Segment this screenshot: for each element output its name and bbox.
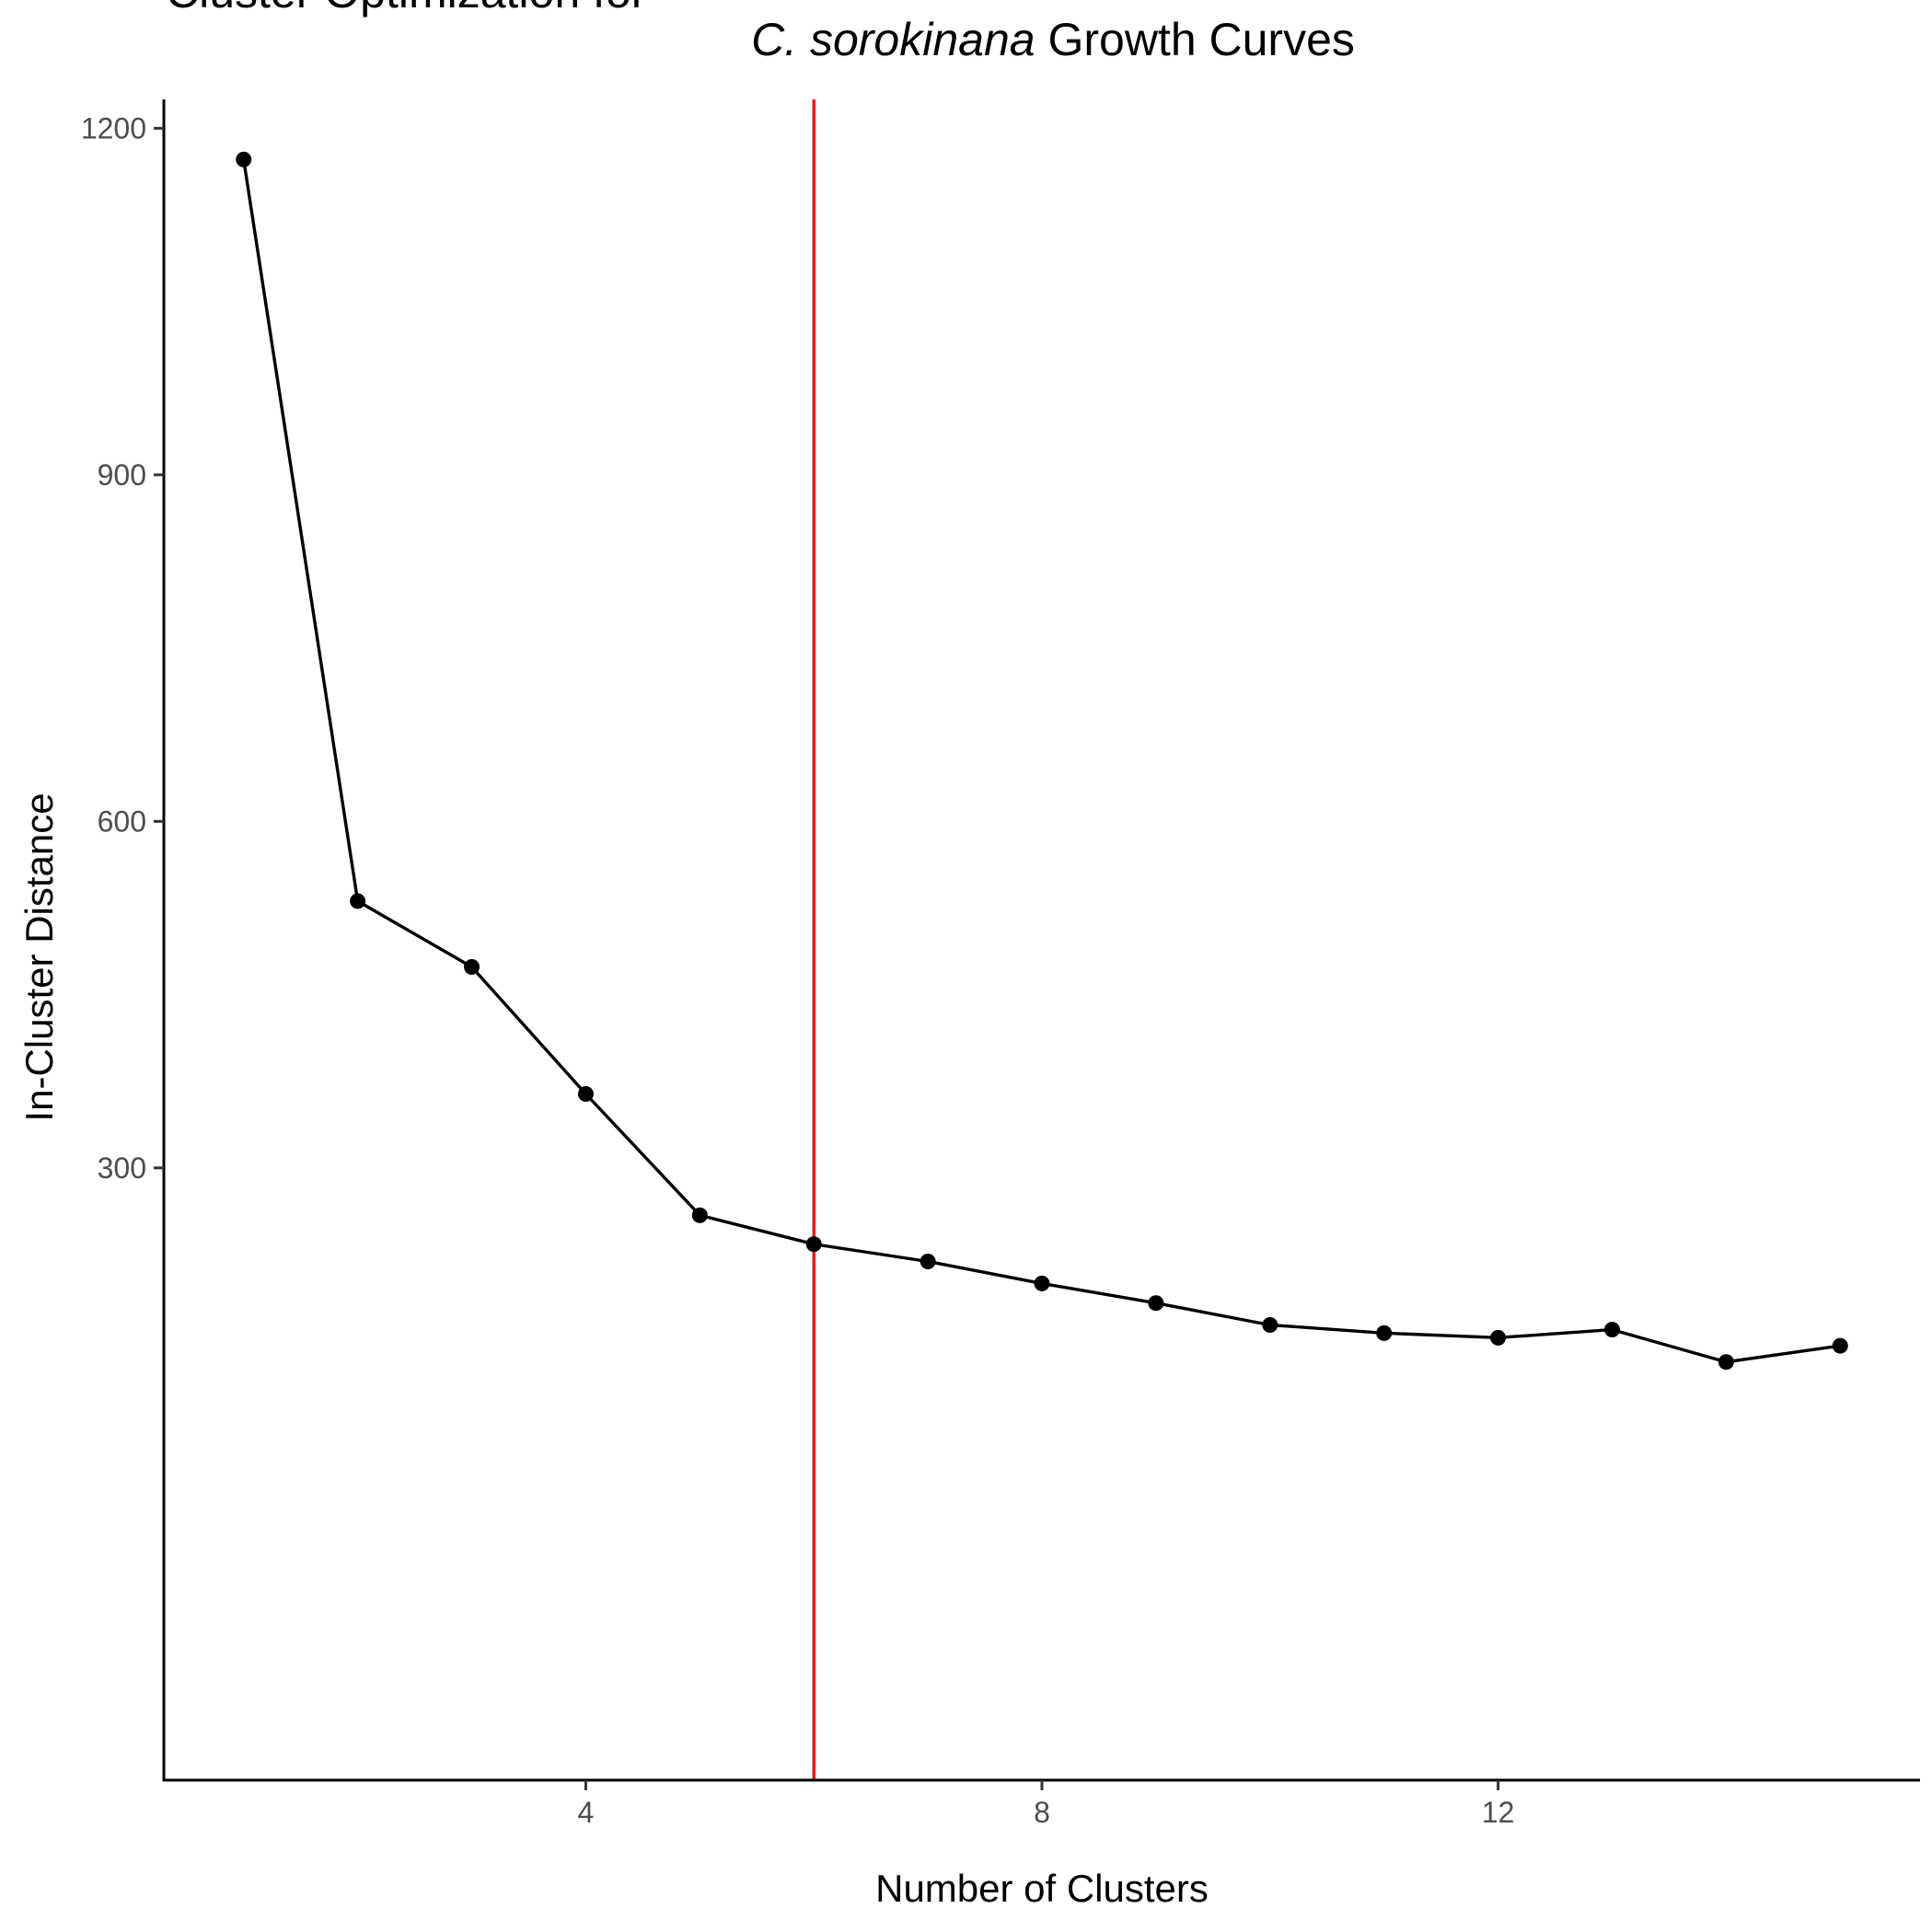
x-tick-label: 8: [1034, 1796, 1050, 1829]
y-tick-label: 300: [98, 1151, 146, 1185]
y-tick-label: 600: [98, 804, 146, 838]
chart-title-line-1: Cluster Optimization for: [166, 0, 646, 17]
data-point-1: [236, 151, 252, 168]
data-point-11: [1376, 1325, 1393, 1341]
data-point-10: [1262, 1317, 1278, 1334]
data-point-2: [350, 893, 366, 909]
y-tick-label: 1200: [81, 111, 146, 145]
chart-title-species: C. sorokinana: [751, 14, 1035, 65]
plot-area: [236, 99, 1848, 1780]
y-tick-label: 900: [98, 458, 146, 492]
y-axis-title: In-Cluster Distance: [17, 792, 61, 1121]
x-tick-label: 4: [578, 1796, 595, 1829]
data-point-3: [464, 958, 480, 975]
data-point-12: [1490, 1329, 1507, 1346]
data-point-14: [1718, 1354, 1734, 1371]
axes: 4 8 12 300 600 900 1200: [81, 99, 1920, 1829]
data-point-6: [805, 1236, 822, 1253]
data-point-7: [920, 1254, 936, 1270]
data-point-15: [1832, 1337, 1848, 1354]
series-line: [242, 159, 1841, 1364]
x-tick-label: 12: [1482, 1796, 1515, 1829]
data-point-8: [1034, 1275, 1050, 1291]
data-point-5: [691, 1207, 708, 1223]
chart-title-line-2: C. sorokinana Growth Curves: [751, 14, 1355, 65]
data-point-4: [577, 1086, 594, 1103]
data-point-9: [1148, 1295, 1164, 1312]
x-axis-title: Number of Clusters: [875, 1867, 1209, 1910]
data-point-13: [1603, 1322, 1620, 1338]
chart-title-suffix: Growth Curves: [1035, 14, 1355, 65]
